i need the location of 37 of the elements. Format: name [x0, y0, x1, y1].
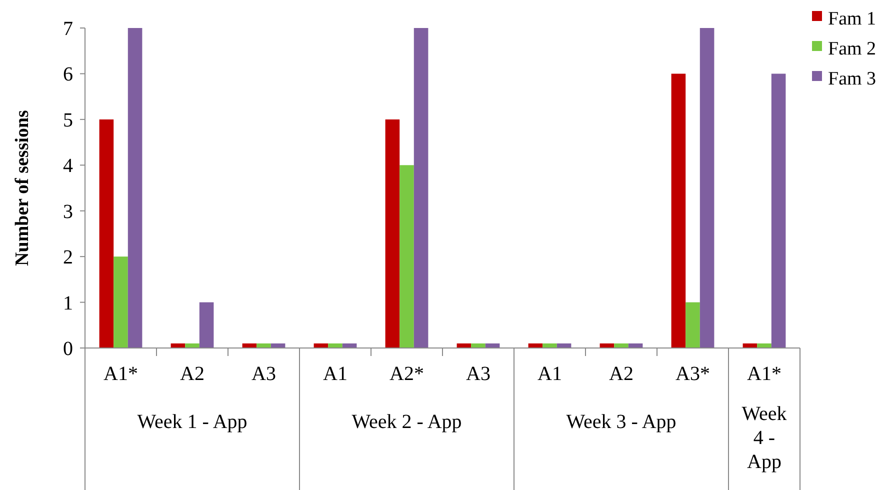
x-tick-label: A1* [747, 363, 782, 385]
y-tick-label: 1 [63, 292, 73, 314]
x-tick-label: A2* [390, 363, 424, 385]
bar [199, 302, 214, 348]
x-tick-label: A2 [180, 363, 204, 385]
bar [771, 74, 786, 348]
x-tick-label: A3* [676, 363, 710, 385]
bar [385, 119, 400, 348]
x-tick-label: A3 [466, 363, 490, 385]
y-tick-label: 0 [63, 338, 73, 360]
legend-label: Fam 3 [828, 68, 876, 90]
legend-label: Fam 1 [828, 8, 876, 30]
legend-label: Fam 2 [828, 38, 876, 60]
text: Week 1 - App [137, 411, 248, 433]
bar [99, 119, 114, 348]
y-tick-label: 5 [63, 109, 73, 132]
y-tick-label: 6 [63, 64, 73, 86]
y-tick-label: 4 [63, 155, 73, 178]
y-axis-title: Number of sessions [12, 110, 33, 266]
y-tick-label: 2 [63, 246, 73, 269]
text: Week 4 - App [742, 403, 787, 473]
y-tick-label: 7 [63, 18, 73, 40]
x-tick-label: A2 [609, 363, 634, 385]
bar [128, 28, 142, 348]
y-tick-label: 3 [63, 200, 73, 223]
x-tick-label: A3 [252, 363, 276, 385]
x-tick-label: A1 [538, 363, 562, 385]
text: Week 3 - App [566, 411, 676, 433]
bar [400, 165, 414, 348]
x-tick-label: A1 [323, 363, 348, 385]
bar [114, 256, 128, 348]
bar [686, 302, 700, 348]
bar [700, 28, 714, 348]
bar [414, 28, 428, 348]
x-tick-label: A1* [104, 363, 138, 385]
text: Week 2 - App [352, 411, 462, 433]
bar [671, 74, 686, 348]
